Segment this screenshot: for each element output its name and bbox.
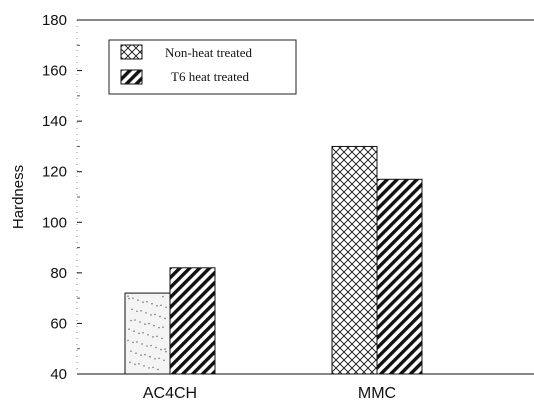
bar-texture-dot (134, 319, 136, 321)
bar-texture-dot (164, 348, 166, 350)
bar-texture-dot (145, 312, 147, 314)
bar-texture-dot (160, 304, 162, 307)
bar-texture-dot (128, 297, 130, 300)
bar-texture-dot (146, 345, 148, 347)
bar-texture-dot (129, 361, 131, 364)
bar-texture-dot (160, 348, 162, 351)
bar-texture-dot (154, 313, 156, 316)
bar-texture-dot (127, 339, 129, 342)
bar-texture-dot (161, 337, 163, 340)
bar-texture-dot (135, 352, 137, 354)
bar-texture-dot (146, 300, 148, 303)
bar-texture-dot (143, 365, 145, 367)
legend: Non-heat treated T6 heat treated (108, 39, 297, 95)
bar-texture-dot (134, 363, 136, 366)
bar-texture-dot (140, 354, 142, 356)
bar-texture-dot (165, 350, 167, 353)
bar-texture-dot (141, 343, 143, 345)
bar-texture-dot (133, 330, 135, 333)
bar-texture-dot (162, 326, 164, 328)
bar-texture-dot (148, 322, 150, 325)
bar-texture-dot (152, 366, 154, 369)
y-tick-label-180: 180 (42, 12, 67, 29)
bar-texture-dot (132, 297, 134, 299)
bar-texture-dot (127, 295, 129, 297)
labels: 40 60 80 100 120 140 160 180 Hardness AC4CH MMC (10, 12, 396, 402)
x-tick-label-mmc: MMC (358, 385, 396, 402)
bar-texture-dot (149, 355, 151, 358)
bar-mmc-t6-heat-treated (376, 178, 423, 375)
bar-texture-dot (136, 341, 138, 343)
bar-texture-dot (156, 304, 158, 307)
bar-texture-dot (132, 341, 134, 344)
bar-texture-dot (128, 328, 130, 331)
bar-ac4ch-non-heat-treated (124, 292, 171, 375)
bar-texture-dot (158, 357, 160, 360)
bar-texture-dot (150, 314, 152, 316)
bar-texture-dot (153, 324, 155, 327)
y-tick-label-80: 80 (50, 265, 67, 282)
bar-texture-dot (138, 332, 140, 335)
bar-texture-dot (164, 317, 166, 320)
y-tick-label-100: 100 (42, 214, 67, 231)
bar-texture-dot (163, 359, 165, 362)
bar-texture-dot (130, 319, 132, 322)
legend-label-t6-heat-treated: T6 heat treated (171, 69, 249, 84)
y-tick-label-60: 60 (50, 315, 67, 332)
bar-texture-dot (139, 321, 141, 323)
bar-texture-dot (144, 353, 146, 356)
bar-texture-dot (131, 308, 133, 311)
bar-texture-dot (159, 315, 161, 318)
bar-texture-dot (152, 336, 154, 338)
bar-texture-dot (162, 295, 164, 298)
bar-texture-dot (136, 310, 138, 313)
bar-texture-dot (138, 363, 140, 365)
bar-texture-dot (148, 367, 150, 369)
bars (124, 145, 423, 375)
bar-texture-dot (140, 310, 142, 312)
bar-texture-dot (156, 335, 158, 338)
bar-texture-dot (157, 368, 159, 371)
bar-texture-dot (144, 323, 146, 325)
bar-texture-dot (137, 299, 139, 301)
legend-label-non-heat-treated: Non-heat treated (165, 45, 252, 60)
bar-ac4ch-t6-heat-treated (169, 267, 216, 375)
legend-swatch-non-heat-treated (120, 44, 143, 60)
bar-texture-dot (154, 357, 156, 360)
bar-texture-dot (150, 344, 152, 347)
y-tick-label-140: 140 (42, 113, 67, 130)
bar-texture-dot (151, 302, 153, 305)
bar-texture-dot (130, 350, 132, 352)
bar-texture-dot (158, 326, 160, 329)
bar-texture-dot (142, 331, 144, 334)
bar-texture-dot (165, 306, 167, 309)
legend-swatch-t6-heat-treated (120, 69, 143, 85)
bar-texture-dot (155, 346, 157, 349)
y-tick-label-160: 160 (42, 63, 67, 80)
legend-box (108, 39, 297, 95)
bar-texture-dot (147, 334, 149, 336)
bar-texture-dot (142, 301, 144, 303)
y-axis-title: Hardness (10, 165, 27, 229)
x-tick-label-ac4ch: AC4CH (143, 385, 197, 402)
bar-mmc-non-heat-treated (331, 145, 378, 375)
y-tick-label-120: 120 (42, 164, 67, 181)
y-tick-label-40: 40 (50, 366, 67, 383)
